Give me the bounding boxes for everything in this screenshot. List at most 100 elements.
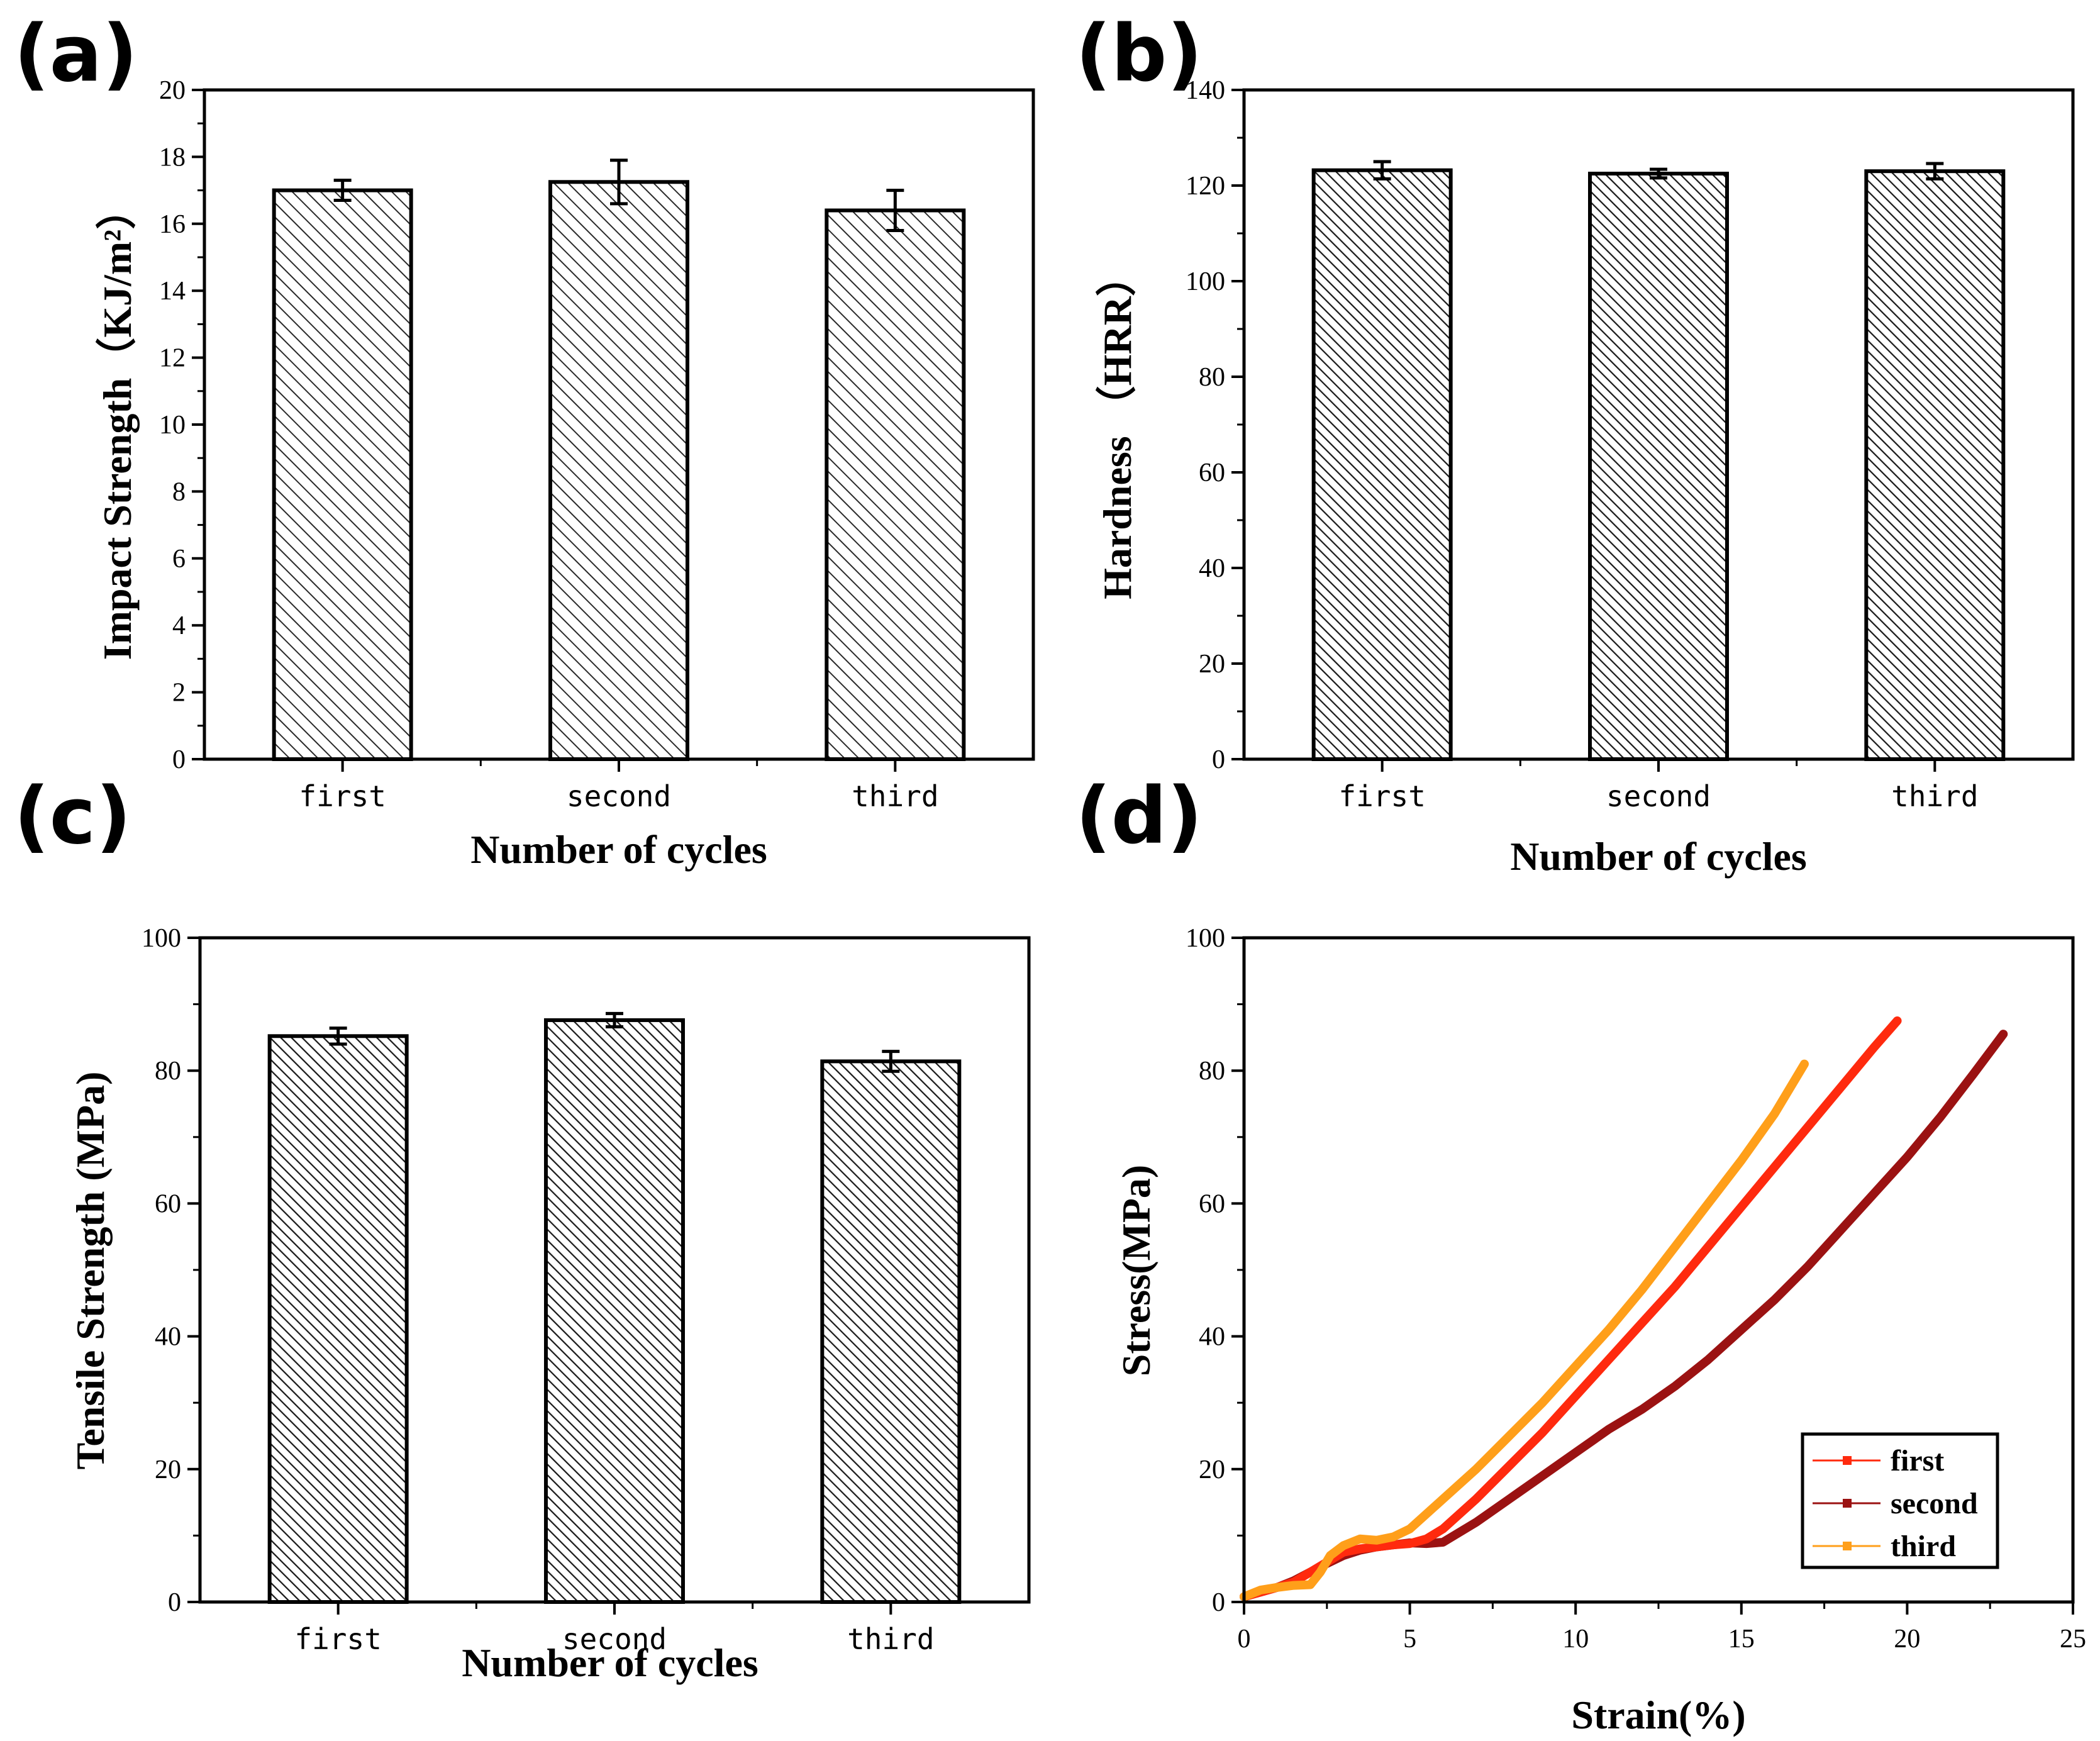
x-category-label: second <box>567 779 671 813</box>
y-tick-label: 100 <box>1186 924 1225 953</box>
x-axis-title-d: Strain(%) <box>1571 1693 1745 1737</box>
x-tick-label: 0 <box>1238 1625 1251 1654</box>
y-axis-title-a: Impact Strength（KJ/m²） <box>95 189 140 660</box>
bar <box>1864 169 2006 761</box>
error-bar <box>329 1026 347 1046</box>
x-axis-title-c: Number of cycles <box>462 1640 758 1685</box>
y-tick-label: 40 <box>1199 554 1225 583</box>
panel-a: (a) 0 2 4 6 8 10 12 14 16 18 20 first second third Nu… <box>14 9 1035 872</box>
y-tick-label: 2 <box>172 679 186 708</box>
x-tick-label: 20 <box>1894 1625 1920 1654</box>
bars-a <box>272 159 966 762</box>
panel-label-c: (c) <box>14 771 131 862</box>
panel-d: (d) 0 20 40 60 80 100 0 5 10 15 20 25 Strain(%) Str… <box>1075 771 2086 1737</box>
error-bar <box>1373 160 1391 181</box>
bar <box>820 1059 962 1604</box>
x-tick-label: 10 <box>1562 1625 1589 1654</box>
series-line-third <box>1240 1059 1809 1601</box>
bar <box>267 1034 409 1604</box>
plot-frame-d <box>1242 936 2075 1604</box>
y-tick-label: 8 <box>172 477 186 506</box>
error-bar <box>333 179 352 203</box>
bars-b <box>1311 160 2006 761</box>
y-tick-label: 60 <box>155 1189 181 1218</box>
bars-c <box>267 1011 962 1604</box>
y-tick-label: 80 <box>155 1057 181 1086</box>
bar <box>1588 172 1729 761</box>
error-bar <box>610 159 628 206</box>
x-category-label: first <box>1338 779 1425 813</box>
legend-d: first second third <box>1801 1432 1999 1569</box>
panel-b: (b) 0 20 40 60 80 100 120 140 first second third N… <box>1075 9 2075 879</box>
x-category-label: third <box>1891 779 1978 813</box>
y-tick-label: 40 <box>155 1323 181 1352</box>
panel-c: (c) 0 20 40 60 80 100 first second third Number … <box>14 771 1031 1685</box>
y-tick-label: 20 <box>159 76 186 105</box>
bar <box>548 180 689 761</box>
legend-item-second: second <box>1813 1487 1978 1520</box>
error-bar <box>606 1011 623 1029</box>
error-bar <box>1926 162 1944 181</box>
y-tick-label: 18 <box>159 143 186 172</box>
bar <box>544 1018 685 1604</box>
x-category-label: second <box>562 1622 667 1656</box>
y-axis-title-b: Hardness （HRR） <box>1095 256 1140 599</box>
plot-frame-b <box>1242 88 2075 761</box>
legend-label: second <box>1891 1487 1978 1520</box>
y-axis-ticks-b: 0 20 40 60 80 100 120 140 first second third <box>1186 76 1979 813</box>
x-tick-label: 5 <box>1403 1625 1416 1654</box>
y-tick-label: 20 <box>1199 650 1225 679</box>
x-category-label: third <box>847 1622 934 1656</box>
error-bar <box>882 1050 900 1073</box>
y-axis-title-c: Tensile Strength (MPa) <box>68 1072 113 1470</box>
x-category-label: first <box>299 779 386 813</box>
y-tick-label: 100 <box>1186 267 1225 296</box>
error-bar <box>886 189 904 232</box>
y-tick-label: 16 <box>159 210 186 239</box>
y-tick-label: 12 <box>159 344 186 373</box>
axis-ticks-d: 0 20 40 60 80 100 0 5 10 15 20 25 <box>1186 924 2086 1654</box>
legend-label: third <box>1891 1530 1956 1563</box>
y-tick-label: 0 <box>1212 1588 1225 1617</box>
y-tick-label: 0 <box>1212 745 1225 774</box>
y-tick-label: 100 <box>142 924 181 953</box>
legend-marker <box>1843 1542 1852 1550</box>
panel-label-b: (b) <box>1075 9 1203 99</box>
y-tick-label: 60 <box>1199 1189 1225 1218</box>
y-tick-label: 120 <box>1186 172 1225 201</box>
y-tick-label: 0 <box>168 1588 181 1617</box>
y-tick-label: 140 <box>1186 76 1225 105</box>
legend-label: first <box>1891 1444 1944 1477</box>
bar <box>1311 168 1453 761</box>
y-tick-label: 20 <box>1199 1455 1225 1484</box>
x-category-label: third <box>852 779 938 813</box>
legend-marker <box>1843 1499 1852 1508</box>
panel-label-d: (d) <box>1075 771 1203 862</box>
y-tick-label: 60 <box>1199 459 1225 487</box>
plot-frame-c <box>198 936 1031 1604</box>
legend-item-third: third <box>1813 1530 1956 1563</box>
bar <box>825 208 966 761</box>
x-category-label: first <box>294 1622 381 1656</box>
y-tick-label: 4 <box>172 611 186 640</box>
plot-frame-a <box>203 88 1035 761</box>
y-tick-label: 10 <box>159 411 186 440</box>
x-tick-label: 15 <box>1728 1625 1755 1654</box>
lines-d <box>1240 1016 2008 1601</box>
error-bar <box>1650 167 1667 180</box>
series-line-first <box>1240 1016 1902 1601</box>
y-axis-title-d: Stress(MPa) <box>1114 1165 1158 1377</box>
x-axis-title-b: Number of cycles <box>1510 834 1807 879</box>
y-axis-ticks-c: 0 20 40 60 80 100 first second third <box>142 924 935 1656</box>
bar <box>272 188 413 762</box>
y-axis-ticks-a: 0 2 4 6 8 10 12 14 16 18 20 first second third <box>159 76 939 813</box>
x-tick-label: 25 <box>2060 1625 2086 1654</box>
y-tick-label: 0 <box>172 745 186 774</box>
y-tick-label: 80 <box>1199 363 1225 392</box>
legend-item-first: first <box>1813 1444 1944 1477</box>
x-axis-title-a: Number of cycles <box>470 827 767 872</box>
y-tick-label: 20 <box>155 1455 181 1484</box>
y-tick-label: 14 <box>159 277 186 306</box>
x-category-label: second <box>1606 779 1711 813</box>
